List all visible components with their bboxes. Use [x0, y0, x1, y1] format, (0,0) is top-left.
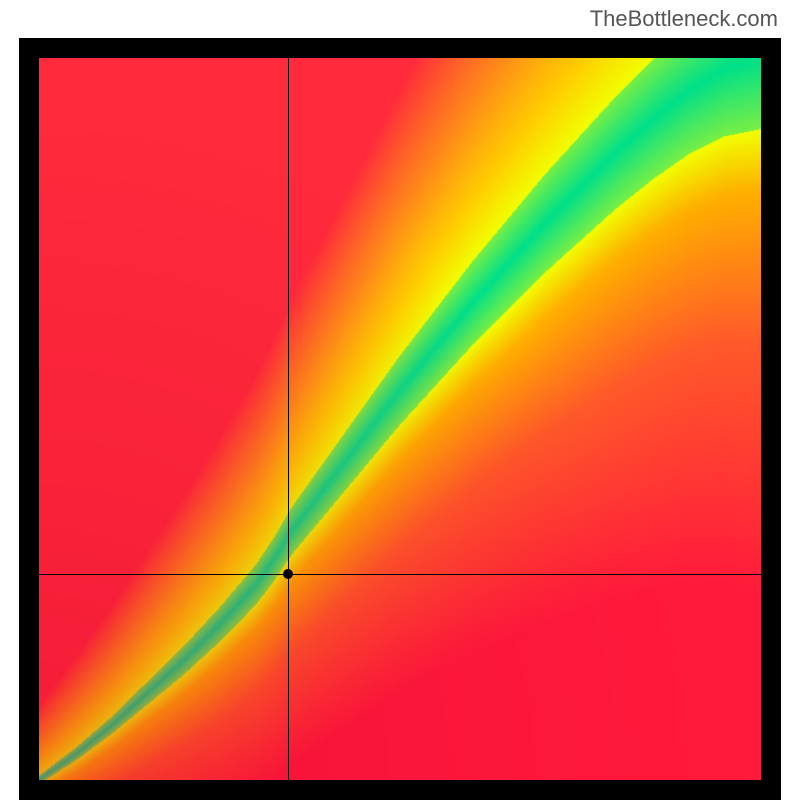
- attribution-text: TheBottleneck.com: [590, 6, 778, 32]
- chart-container: TheBottleneck.com: [0, 0, 800, 800]
- crosshair-horizontal: [39, 574, 761, 575]
- plot-frame: [19, 38, 781, 800]
- crosshair-dot: [283, 569, 293, 579]
- heatmap-canvas: [39, 58, 761, 780]
- crosshair-vertical: [288, 58, 289, 780]
